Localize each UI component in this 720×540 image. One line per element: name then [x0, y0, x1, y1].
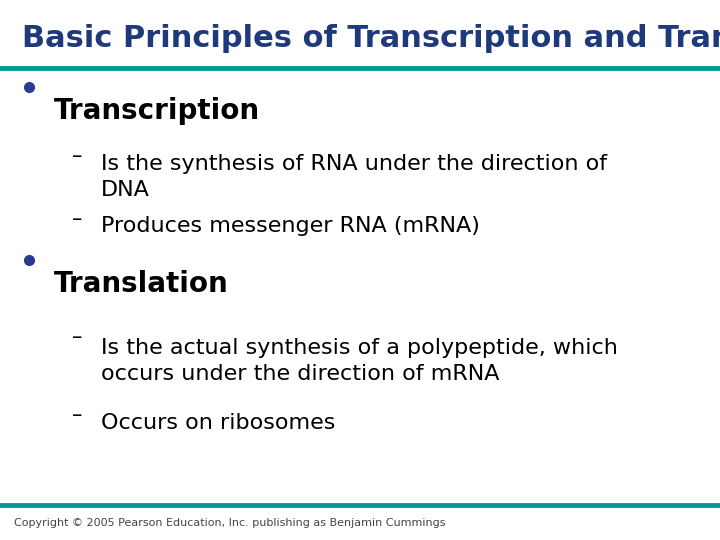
Text: Basic Principles of Transcription and Translation: Basic Principles of Transcription and Tr… [22, 24, 720, 53]
Text: Translation: Translation [54, 270, 229, 298]
Text: Occurs on ribosomes: Occurs on ribosomes [101, 413, 336, 433]
Text: –: – [72, 327, 82, 347]
Text: Is the actual synthesis of a polypeptide, which
occurs under the direction of mR: Is the actual synthesis of a polypeptide… [101, 338, 618, 384]
Text: –: – [72, 146, 82, 166]
Text: Is the synthesis of RNA under the direction of
DNA: Is the synthesis of RNA under the direct… [101, 154, 607, 200]
Text: –: – [72, 405, 82, 425]
Text: Produces messenger RNA (mRNA): Produces messenger RNA (mRNA) [101, 216, 480, 236]
Text: Copyright © 2005 Pearson Education, Inc. publishing as Benjamin Cummings: Copyright © 2005 Pearson Education, Inc.… [14, 518, 446, 528]
Text: –: – [72, 209, 82, 229]
Text: Transcription: Transcription [54, 97, 260, 125]
